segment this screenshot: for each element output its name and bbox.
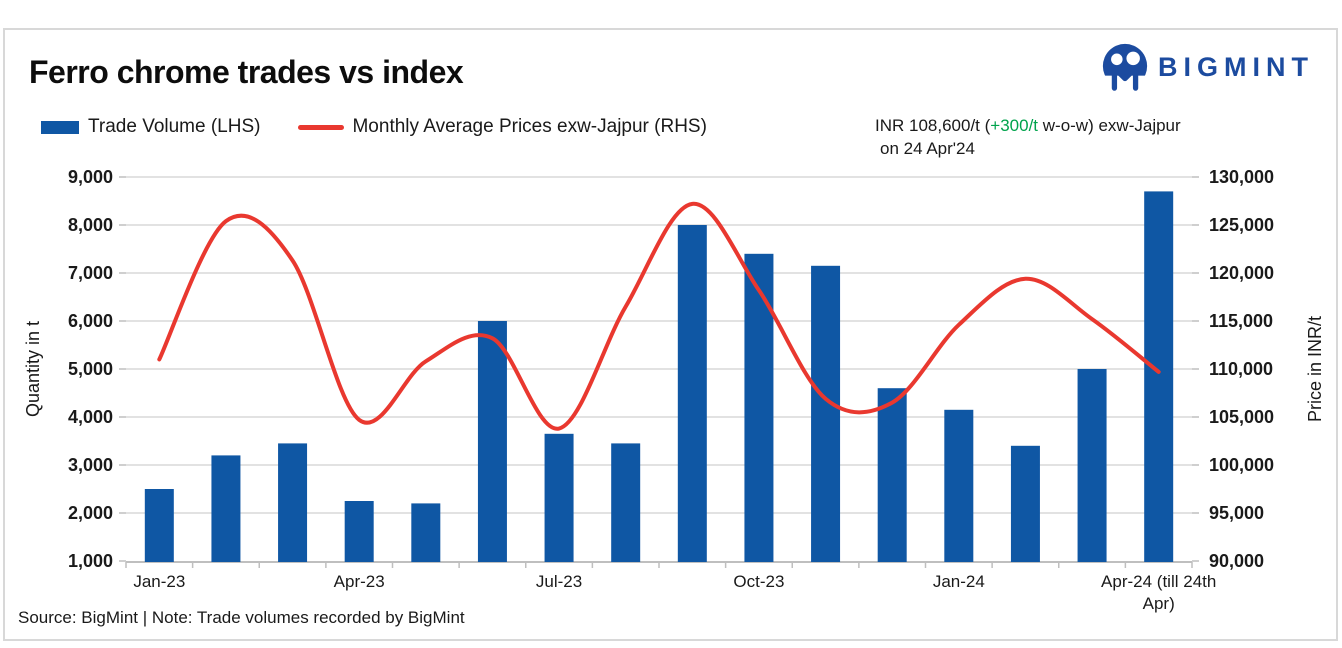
bar-Jun-23 (477, 321, 507, 562)
bar-Feb-24 (1010, 445, 1040, 562)
left-axis-labels: 1,000 2,000 3,000 4,000 5,000 6,000 7,000 8,000… (68, 167, 113, 571)
legend-item-trade-volume: Trade Volume (LHS) (41, 116, 260, 138)
right-tick-label: 90,000 (1209, 551, 1264, 571)
left-tick-label: 9,000 (68, 167, 113, 187)
wow-change-value: +300/t (990, 116, 1039, 135)
bar-Mar-24 (1077, 369, 1107, 562)
right-tick-label: 110,000 (1209, 359, 1273, 379)
left-tick-label: 2,000 (68, 503, 113, 523)
annotation-line1: INR 108,600/t (+300/t w-o-w) exw-Jajpur (875, 116, 1181, 135)
page-title: Ferro chrome trades vs index (29, 54, 464, 90)
bar-Apr-24 (till 24th Apr) (1144, 191, 1174, 562)
legend-label: Monthly Average Prices exw-Jajpur (RHS) (352, 116, 707, 137)
price-annotation: INR 108,600/t (+300/t w-o-w) exw-Jajpur … (875, 114, 1295, 160)
bar-Apr-23 (344, 501, 374, 562)
x-axis-labels: Jan-23 Apr-23 Jul-23 Oct-23 Jan-24 Apr-24 (ti… (133, 572, 1216, 613)
legend: Trade Volume (LHS) Monthly Average Price… (41, 116, 707, 138)
bigmint-logo-text: BIGMINT (1158, 51, 1314, 82)
bar-Sep-23 (677, 225, 707, 562)
left-tick-label: 6,000 (68, 311, 113, 331)
bar-May-23 (411, 503, 441, 562)
bar-Jan-23 (144, 489, 174, 562)
annotation-line2: on 24 Apr'24 (880, 139, 975, 158)
right-tick-label: 130,000 (1209, 167, 1274, 187)
right-axis-title: Price in INR/t (1305, 316, 1325, 422)
price-line (157, 201, 1161, 431)
line-swatch-icon (298, 124, 345, 130)
right-tick-label: 120,000 (1209, 263, 1274, 283)
left-tick-label: 5,000 (68, 359, 113, 379)
x-tick-label: Jan-24 (933, 572, 985, 591)
bar-Aug-23 (611, 443, 641, 562)
bar-Dec-23 (877, 388, 907, 562)
bar-Nov-23 (811, 265, 841, 562)
right-tick-label: 105,000 (1209, 407, 1274, 427)
right-tick-label: 100,000 (1209, 455, 1274, 475)
right-tick-label: 115,000 (1209, 311, 1273, 331)
chart-card: Ferro chrome trades vs index Trade Volum… (3, 28, 1338, 641)
left-tick-label: 3,000 (68, 455, 113, 475)
trade-volume-bars (144, 191, 1174, 563)
x-axis-ticks (125, 562, 1193, 568)
bar-swatch-icon (41, 120, 79, 134)
bigmint-logo: BIGMINT (1100, 42, 1314, 92)
right-tick-label: 125,000 (1209, 215, 1274, 235)
bigmint-logo-icon (1100, 43, 1150, 92)
x-tick-label: Jan-23 (133, 572, 185, 591)
source-note: Source: BigMint | Note: Trade volumes re… (18, 608, 465, 627)
left-axis-title: Quantity in t (23, 321, 43, 417)
left-tick-label: 4,000 (68, 407, 113, 427)
x-tick-label: Apr-23 (334, 572, 385, 591)
x-tick-label: Apr-24 (till 24th Apr) (1101, 572, 1216, 613)
right-tick-label: 95,000 (1209, 503, 1264, 523)
bar-Mar-23 (278, 443, 308, 562)
bar-Feb-23 (211, 455, 241, 562)
left-tick-label: 1,000 (68, 551, 113, 571)
legend-item-avg-prices: Monthly Average Prices exw-Jajpur (RHS) (298, 116, 707, 138)
right-axis-labels: 90,000 95,000 100,000 105,000 110,000 115,000… (1209, 167, 1274, 571)
bar-Oct-23 (744, 253, 774, 563)
chart-canvas: 1,000 2,000 3,000 4,000 5,000 6,000 7,000 8,000… (23, 167, 1325, 613)
left-tick-label: 8,000 (68, 215, 113, 235)
bar-Jul-23 (544, 433, 574, 562)
bar-Jan-24 (944, 409, 974, 562)
x-tick-label: Jul-23 (536, 572, 582, 591)
legend-label: Trade Volume (LHS) (88, 116, 261, 137)
left-tick-label: 7,000 (68, 263, 113, 283)
x-tick-label: Oct-23 (733, 572, 784, 591)
